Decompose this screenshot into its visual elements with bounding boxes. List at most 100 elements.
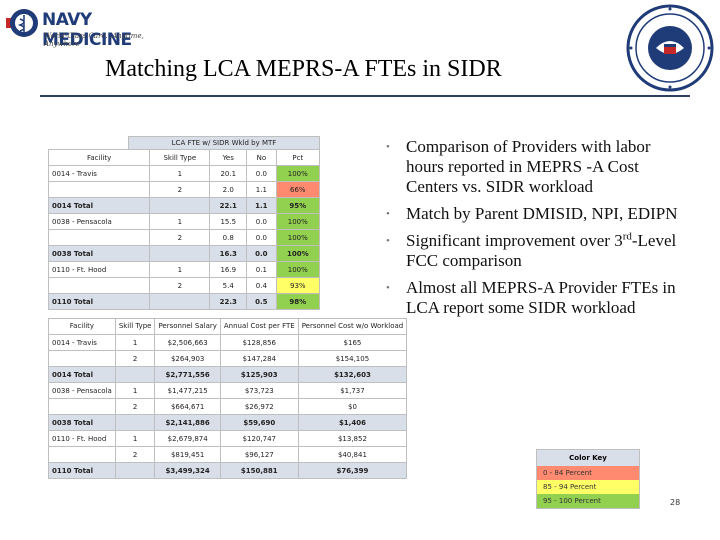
table-row: 2 0.8 0.0 100%: [47, 229, 321, 246]
no-cell: 0.0: [246, 165, 277, 182]
yes-cell: 5.4: [209, 277, 248, 294]
salary-cell: $819,451: [154, 446, 221, 463]
pct-cell: 98%: [275, 293, 321, 310]
no-cell: 0.5: [246, 293, 277, 310]
cost-without-workload-cell: $132,603: [297, 366, 408, 383]
color-key-item: 95 - 100 Percent: [537, 494, 639, 508]
facility-cell: 0038 Total: [47, 245, 151, 262]
pct-cell: 100%: [275, 165, 321, 182]
color-key-item: 0 - 84 Percent: [537, 466, 639, 480]
bullet-dot-icon: •: [386, 141, 390, 153]
cost-without-workload-cell: $0: [297, 398, 408, 415]
cost-without-workload-cell: $76,399: [297, 462, 408, 479]
facility-cell: 0014 - Travis: [48, 334, 116, 351]
skill-type-cell: 2: [149, 181, 211, 198]
column-header: Personnel Salary: [154, 318, 221, 335]
facility-cell: [48, 446, 116, 463]
bullet-text-part: Significant improvement over 3: [406, 231, 623, 250]
cost-without-workload-cell: $13,852: [297, 430, 408, 447]
yes-cell: 2.0: [209, 181, 248, 198]
annual-cost-cell: $59,690: [219, 414, 299, 431]
skill-type-cell: 1: [149, 213, 211, 230]
pct-cell: 95%: [275, 197, 321, 214]
table-row: 2 $664,671 $26,972 $0: [48, 398, 408, 415]
facility-cell: [48, 398, 116, 415]
bullet-text: Significant improvement over 3rd-Level F…: [406, 231, 676, 270]
yes-cell: 22.1: [209, 197, 248, 214]
total-row: 0110 Total 22.3 0.5 98%: [47, 293, 321, 310]
bullet-text: Almost all MEPRS-A Provider FTEs in LCA …: [406, 278, 676, 317]
facility-cell: 0110 - Ft. Hood: [47, 261, 151, 278]
facility-cell: 0038 - Pensacola: [47, 213, 151, 230]
no-cell: 0.0: [246, 213, 277, 230]
salary-cell: $664,671: [154, 398, 221, 415]
skill-type-cell: [149, 245, 211, 262]
column-header: No: [246, 149, 277, 166]
yes-cell: 0.8: [209, 229, 248, 246]
pct-cell: 100%: [275, 261, 321, 278]
pct-cell: 100%: [275, 245, 321, 262]
skill-type-cell: 2: [114, 398, 156, 415]
bullet-text: Match by Parent DMISID, NPI, EDIPN: [406, 204, 678, 223]
facility-cell: 0014 Total: [47, 197, 151, 214]
table-row: 2 $264,903 $147,284 $154,105: [48, 350, 408, 367]
salary-cell: $2,771,556: [154, 366, 221, 383]
annual-cost-cell: $128,856: [219, 334, 299, 351]
facility-cell: 0038 - Pensacola: [48, 382, 116, 399]
page-number: 28: [670, 498, 681, 507]
yes-cell: 16.3: [209, 245, 248, 262]
bullet-item: • Comparison of Providers with labor hour…: [386, 137, 686, 197]
skill-type-cell: [114, 366, 156, 383]
bullet-item: • Almost all MEPRS-A Provider FTEs in LCA…: [386, 278, 686, 318]
annual-cost-cell: $73,723: [219, 382, 299, 399]
column-header: Pct: [275, 149, 321, 166]
total-row: 0038 Total 16.3 0.0 100%: [47, 245, 321, 262]
cost-without-workload-cell: $154,105: [297, 350, 408, 367]
no-cell: 1.1: [246, 181, 277, 198]
total-row: 0014 Total $2,771,556 $125,903 $132,603: [48, 366, 408, 383]
slide-title: Matching LCA MEPRS-A FTEs in SIDR: [105, 56, 502, 82]
no-cell: 0.0: [246, 245, 277, 262]
annual-cost-cell: $96,127: [219, 446, 299, 463]
no-cell: 0.4: [246, 277, 277, 294]
facility-cell: 0110 Total: [48, 462, 116, 479]
column-header: Facility: [47, 149, 151, 166]
table-row: 2 2.0 1.1 66%: [47, 181, 321, 198]
lca-fte-table: LCA FTE w/ SIDR Wkld by MTF Facility Skil…: [47, 136, 321, 310]
personnel-cost-table: Facility Skill Type Personnel Salary Annual…: [48, 318, 408, 479]
bullet-superscript: rd: [622, 230, 632, 243]
facility-cell: 0014 - Travis: [47, 165, 151, 182]
column-header: Annual Cost per FTE: [219, 318, 299, 335]
bullet-item: • Significant improvement over 3rd-Level …: [386, 231, 686, 271]
skill-type-cell: [114, 414, 156, 431]
skill-type-cell: 1: [149, 165, 211, 182]
cost-without-workload-cell: $1,406: [297, 414, 408, 431]
salary-cell: $264,903: [154, 350, 221, 367]
color-key: Color Key 0 - 84 Percent 85 - 94 Percent…: [536, 449, 640, 509]
cost-without-workload-cell: $165: [297, 334, 408, 351]
total-row: 0038 Total $2,141,886 $59,690 $1,406: [48, 414, 408, 431]
title-divider: [40, 95, 690, 97]
bullet-list: • Comparison of Providers with labor hour…: [386, 137, 686, 325]
skill-type-cell: 1: [149, 261, 211, 278]
salary-cell: $1,477,215: [154, 382, 221, 399]
bullet-dot-icon: •: [386, 208, 390, 220]
column-header: Skill Type: [149, 149, 211, 166]
color-key-title: Color Key: [537, 450, 639, 466]
facility-cell: 0110 Total: [47, 293, 151, 310]
facility-cell: [47, 229, 151, 246]
navy-medicine-logo: NAVY MEDICINE World-Class Care...Anytime…: [4, 4, 154, 50]
total-row: 0110 Total $3,499,324 $150,881 $76,399: [48, 462, 408, 479]
bullet-text-part: -Level FCC comparison: [406, 231, 677, 270]
cost-without-workload-cell: $1,737: [297, 382, 408, 399]
facility-cell: 0038 Total: [48, 414, 116, 431]
table-row: 0038 - Pensacola 1 $1,477,215 $73,723 $1,737: [48, 382, 408, 399]
table-row: 0110 - Ft. Hood 1 16.9 0.1 100%: [47, 261, 321, 278]
facility-cell: 0014 Total: [48, 366, 116, 383]
salary-cell: $2,506,663: [154, 334, 221, 351]
table-row: 0014 - Travis 1 20.1 0.0 100%: [47, 165, 321, 182]
salary-cell: $2,141,886: [154, 414, 221, 431]
pct-cell: 66%: [275, 181, 321, 198]
pct-cell: 100%: [275, 229, 321, 246]
skill-type-cell: 1: [114, 382, 156, 399]
